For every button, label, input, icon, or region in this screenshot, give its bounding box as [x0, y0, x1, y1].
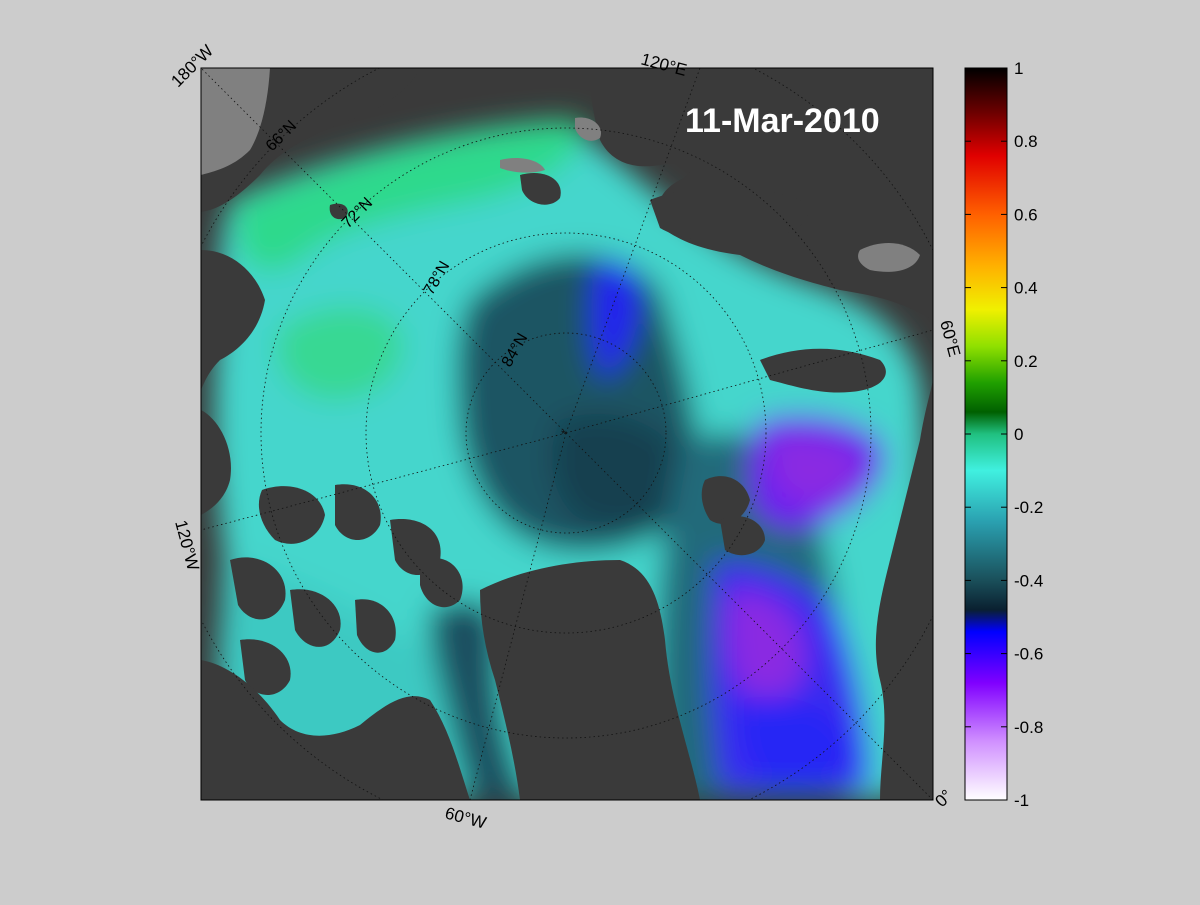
map-border — [200, 67, 934, 801]
meridian-180w — [201, 68, 567, 434]
colorbar-tick-label: 1 — [1014, 59, 1023, 78]
lon-label-60w: 60°W — [443, 804, 488, 833]
meridian-60e — [565, 329, 933, 434]
parallel-72n — [260, 127, 872, 739]
colorbar-tick-label: -0.2 — [1014, 498, 1043, 517]
colorbar-tick-label: 0.8 — [1014, 132, 1038, 151]
map-panel: * — [201, 68, 933, 800]
meridian-120e — [565, 68, 701, 434]
date-label: 11-Mar-2010 — [685, 102, 880, 140]
colorbar-tick-label: 0 — [1014, 425, 1023, 444]
colorbar-tick-label: -0.8 — [1014, 718, 1043, 737]
lon-label-60e: 60°E — [936, 318, 964, 359]
lon-label-120w: 120°W — [171, 518, 203, 572]
colorbar-tick-label: -1 — [1014, 791, 1029, 810]
land-masses — [201, 68, 933, 800]
lon-label-0: 0° — [931, 786, 956, 811]
colorbar-tick-label: -0.6 — [1014, 645, 1043, 664]
colorbar-tick-label: 0.6 — [1014, 205, 1038, 224]
colorbar-gradient — [964, 67, 1008, 801]
colorbar-tick-label: 0.4 — [1014, 279, 1038, 298]
north-pole-marker: * — [561, 427, 566, 441]
colorbar: 1 0.8 0.6 0.4 0.2 0 -0.2 -0.4 -0.6 -0.8 -1 — [964, 59, 1043, 810]
colorbar-ticks: 1 0.8 0.6 0.4 0.2 0 -0.2 -0.4 -0.6 -0.8 -1 — [965, 59, 1043, 810]
parallel-84n — [465, 332, 667, 534]
colorbar-tick-label: 0.2 — [1014, 352, 1038, 371]
colorbar-tick-label: -0.4 — [1014, 571, 1043, 590]
parallel-78n — [365, 232, 767, 634]
meridian-60w — [469, 432, 567, 800]
meridian-0 — [565, 432, 933, 800]
graticule — [201, 68, 933, 800]
no-data-land — [201, 68, 920, 272]
